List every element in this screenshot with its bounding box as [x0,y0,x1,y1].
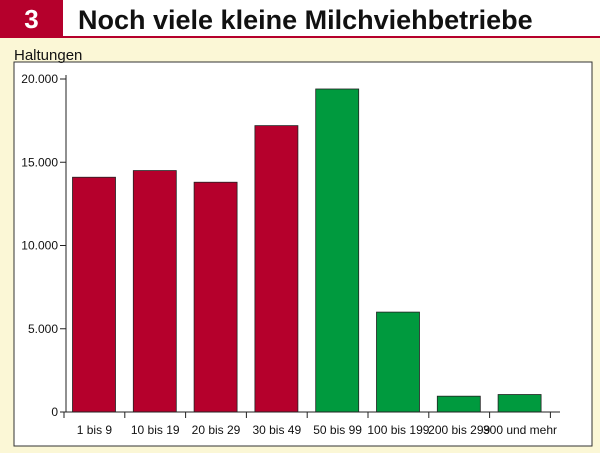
bar-chart: Haltungen 0 5.000 10.000 15.000 20.000 1 bis… [13,47,593,447]
y-tick-label: 15.000 [21,155,58,169]
bar-7 [436,395,481,413]
y-axis-title: Haltungen [14,47,82,64]
bar-6 [376,311,420,413]
bars [72,88,542,413]
x-tick-label: 100 bis 199 [367,423,429,437]
chart-panel: Haltungen 0 5.000 10.000 15.000 20.000 1 bis… [0,38,600,453]
bar-5 [315,88,360,413]
title-underline [63,36,600,38]
chart-title: Noch viele kleine Milchviehbetriebe [78,5,533,35]
x-axis: 1 bis 9 10 bis 19 20 bis 29 30 bis 49 50 bis… [63,411,560,437]
bar-8 [497,394,542,413]
bar-2 [132,170,177,413]
figure-number-badge: 3 [0,0,63,38]
y-axis: 0 5.000 10.000 15.000 20.000 [21,72,67,419]
y-tick-label: 0 [51,405,58,419]
x-tick-label: 20 bis 29 [192,423,241,437]
x-tick-label: 10 bis 19 [131,423,180,437]
bar-4 [254,125,299,413]
y-tick-label: 5.000 [28,322,58,336]
bar-3 [193,181,238,413]
y-tick-label: 10.000 [21,239,58,253]
x-tick-label: 50 bis 99 [313,423,362,437]
x-tick-label: 200 bis 299 [428,423,490,437]
y-tick-label: 20.000 [21,72,58,86]
x-tick-label: 30 bis 49 [252,423,301,437]
bar-1 [72,176,116,413]
x-tick-label: 1 bis 9 [77,423,113,437]
x-tick-label: 300 und mehr [483,423,557,437]
